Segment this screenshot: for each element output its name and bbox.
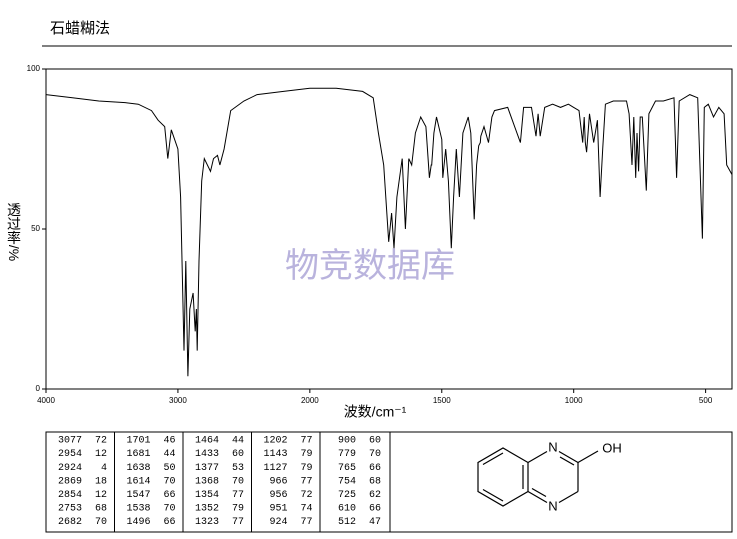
peak-transmittance: 47 xyxy=(369,517,381,528)
peak-transmittance: 60 xyxy=(369,436,381,447)
peak-transmittance: 70 xyxy=(163,476,175,487)
atom-label: N xyxy=(548,498,557,513)
peak-transmittance: 12 xyxy=(95,449,107,460)
peak-transmittance: 79 xyxy=(300,449,312,460)
peak-wavenumber: 1323 xyxy=(195,517,219,528)
table-frame xyxy=(45,431,733,533)
peak-transmittance: 18 xyxy=(95,476,107,487)
peak-wavenumber: 1614 xyxy=(126,476,150,487)
peak-transmittance: 66 xyxy=(369,504,381,515)
x-tick-label: 2000 xyxy=(301,396,319,405)
peak-wavenumber: 765 xyxy=(338,463,356,474)
peak-wavenumber: 779 xyxy=(338,449,356,460)
peak-transmittance: 66 xyxy=(163,490,175,501)
peak-transmittance: 77 xyxy=(232,490,244,501)
y-tick-label: 0 xyxy=(36,384,41,393)
peak-wavenumber: 1681 xyxy=(126,449,150,460)
peak-wavenumber: 725 xyxy=(338,490,356,501)
peak-transmittance: 50 xyxy=(163,463,175,474)
peak-wavenumber: 1127 xyxy=(263,463,287,474)
peak-wavenumber: 951 xyxy=(269,504,287,515)
peak-wavenumber: 1433 xyxy=(195,449,219,460)
peak-transmittance: 74 xyxy=(300,504,312,515)
peak-wavenumber: 2753 xyxy=(58,504,82,515)
atom-label: OH xyxy=(602,440,622,455)
page-title: 石蜡糊法 xyxy=(50,20,110,37)
peak-wavenumber: 1202 xyxy=(263,436,287,447)
peak-transmittance: 70 xyxy=(369,449,381,460)
peak-wavenumber: 2869 xyxy=(58,476,82,487)
x-tick-label: 1500 xyxy=(433,396,451,405)
peak-transmittance: 44 xyxy=(232,436,244,447)
peak-transmittance: 72 xyxy=(95,436,107,447)
peak-wavenumber: 1496 xyxy=(126,517,150,528)
y-axis-label: 透过率/% xyxy=(6,203,22,261)
peak-transmittance: 44 xyxy=(163,449,175,460)
x-tick-label: 500 xyxy=(699,396,713,405)
peak-wavenumber: 1638 xyxy=(126,463,150,474)
peak-transmittance: 66 xyxy=(163,517,175,528)
peak-wavenumber: 610 xyxy=(338,504,356,515)
atom-label: N xyxy=(548,439,557,454)
peak-transmittance: 70 xyxy=(95,517,107,528)
peak-transmittance: 66 xyxy=(369,463,381,474)
peak-wavenumber: 754 xyxy=(338,476,356,487)
peak-transmittance: 62 xyxy=(369,490,381,501)
peak-transmittance: 60 xyxy=(232,449,244,460)
peak-wavenumber: 1354 xyxy=(195,490,219,501)
peak-wavenumber: 1377 xyxy=(195,463,219,474)
peak-wavenumber: 1143 xyxy=(263,449,287,460)
x-tick-label: 4000 xyxy=(37,396,55,405)
peak-wavenumber: 2954 xyxy=(58,449,82,460)
peak-transmittance: 79 xyxy=(300,463,312,474)
peak-transmittance: 68 xyxy=(95,504,107,515)
peak-transmittance: 77 xyxy=(232,517,244,528)
peak-wavenumber: 1368 xyxy=(195,476,219,487)
peak-transmittance: 12 xyxy=(95,490,107,501)
peak-wavenumber: 1352 xyxy=(195,504,219,515)
peak-wavenumber: 966 xyxy=(269,476,287,487)
peak-wavenumber: 2682 xyxy=(58,517,82,528)
peak-wavenumber: 2854 xyxy=(58,490,82,501)
peak-wavenumber: 1538 xyxy=(126,504,150,515)
peak-transmittance: 4 xyxy=(101,463,107,474)
structure-bonds xyxy=(477,447,599,507)
table-dividers xyxy=(114,432,391,532)
peak-wavenumber: 1464 xyxy=(195,436,219,447)
peak-transmittance: 46 xyxy=(163,436,175,447)
peak-transmittance: 72 xyxy=(300,490,312,501)
peak-wavenumber: 1547 xyxy=(126,490,150,501)
peak-wavenumber: 956 xyxy=(269,490,287,501)
peak-transmittance: 70 xyxy=(232,476,244,487)
peak-wavenumber: 924 xyxy=(269,517,287,528)
y-tick-label: 50 xyxy=(31,224,40,233)
peak-transmittance: 79 xyxy=(232,504,244,515)
x-axis-label: 波数/cm⁻¹ xyxy=(344,404,407,420)
spectrum-line xyxy=(45,87,733,377)
peak-wavenumber: 1701 xyxy=(126,436,150,447)
peak-transmittance: 77 xyxy=(300,436,312,447)
peak-wavenumber: 2924 xyxy=(58,463,82,474)
peak-transmittance: 70 xyxy=(163,504,175,515)
peak-transmittance: 68 xyxy=(369,476,381,487)
y-tick-label: 100 xyxy=(27,64,41,73)
x-tick-label: 1000 xyxy=(565,396,583,405)
peak-transmittance: 77 xyxy=(300,476,312,487)
peak-transmittance: 53 xyxy=(232,463,244,474)
watermark: 物竞数据库 xyxy=(285,247,455,285)
peak-wavenumber: 900 xyxy=(338,436,356,447)
peak-transmittance: 77 xyxy=(300,517,312,528)
peak-wavenumber: 3077 xyxy=(58,436,82,447)
x-tick-label: 3000 xyxy=(169,396,187,405)
peak-wavenumber: 512 xyxy=(338,517,356,528)
